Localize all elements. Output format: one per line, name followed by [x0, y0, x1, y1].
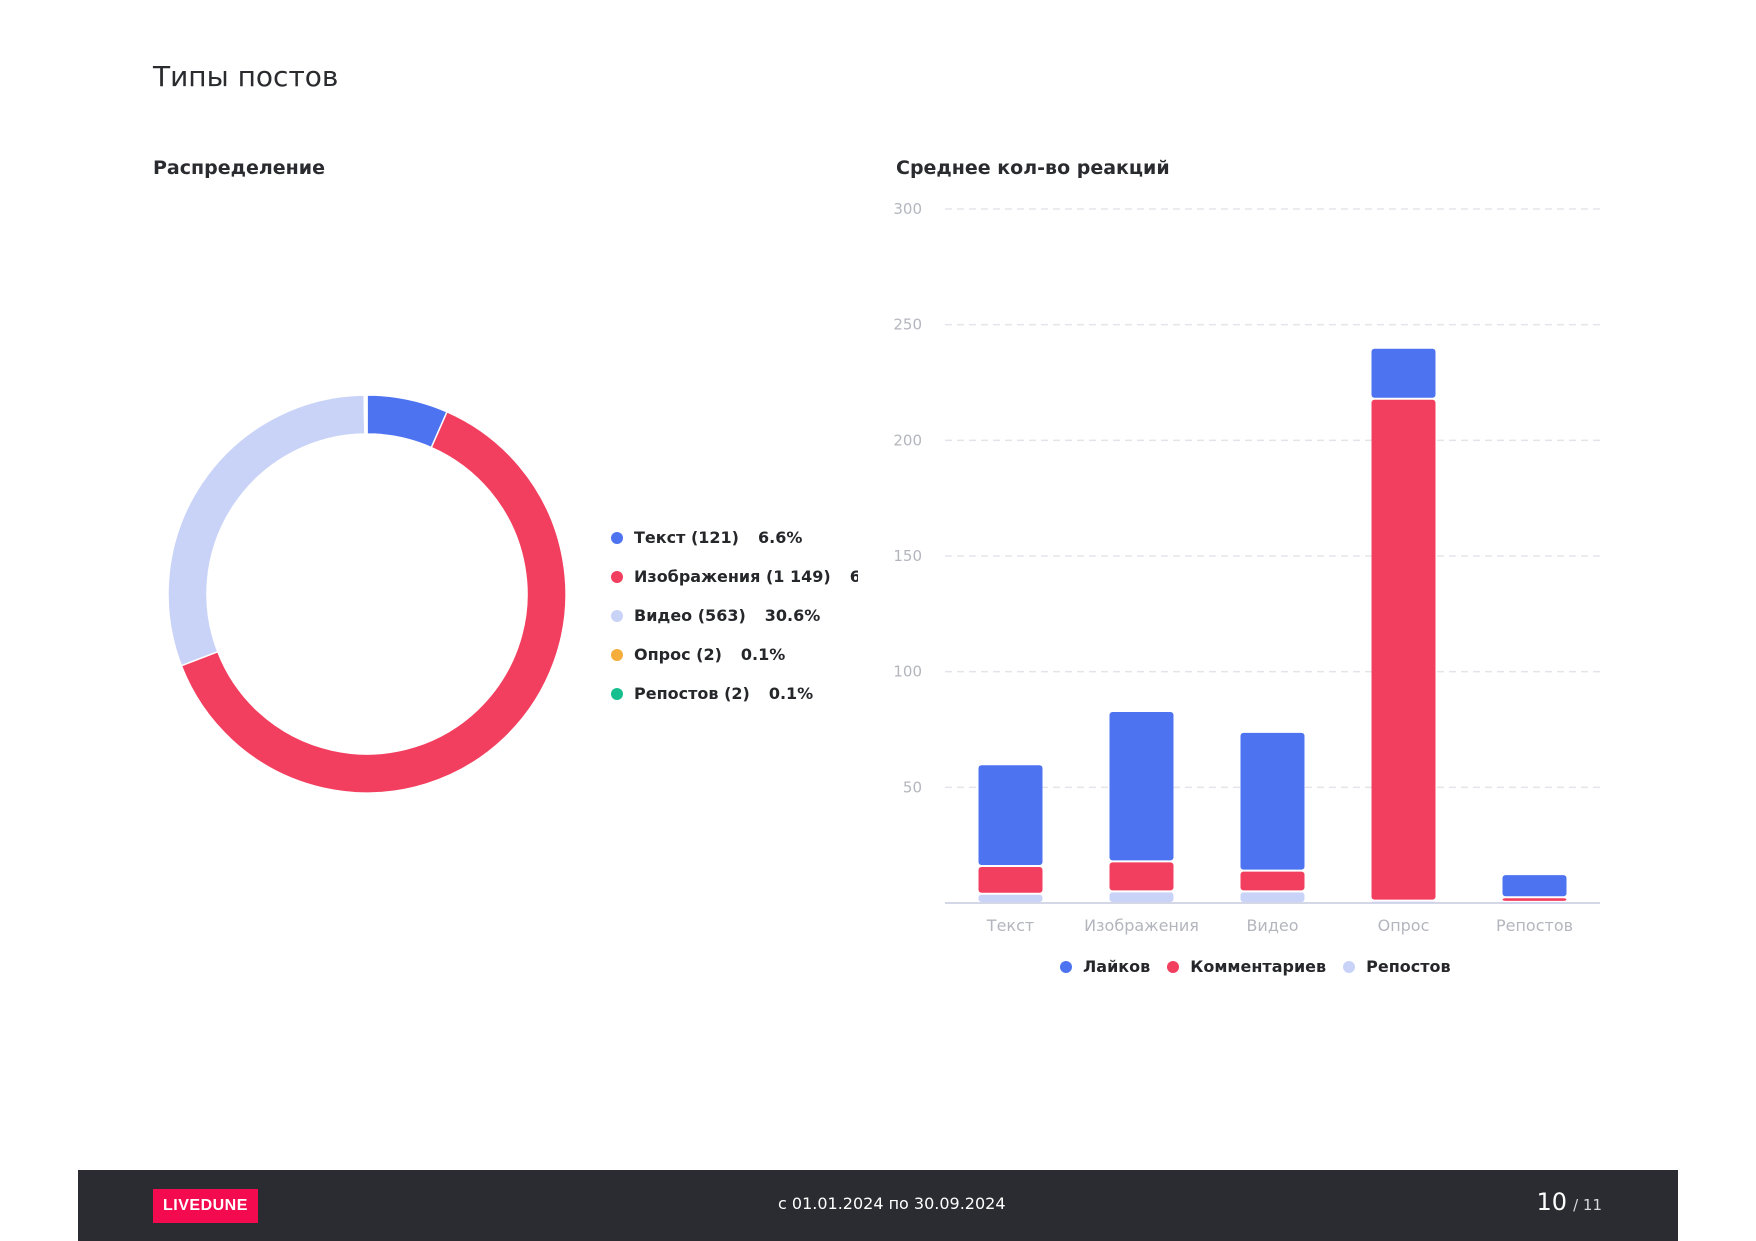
y-tick-label: 50	[903, 778, 922, 796]
legend-dot	[611, 609, 623, 622]
legend-label: Лайков	[1083, 957, 1151, 976]
y-tick-label: 100	[893, 663, 922, 681]
legend-item-reposts: Репостов (2) 0.1%	[611, 674, 858, 713]
donut-chart	[167, 394, 567, 794]
bar-legend-item-likes: Лайков	[1060, 957, 1150, 976]
x-tick-label: Изображения	[1084, 916, 1199, 935]
bar-segment-Репостов-Лайков	[1502, 875, 1567, 897]
bar-segment-Изображения-Комментариев	[1109, 862, 1174, 891]
y-tick-label: 250	[893, 316, 922, 334]
y-tick-label: 150	[893, 547, 922, 565]
legend-dot	[1167, 960, 1180, 973]
legend-percent: 6.6%	[757, 528, 803, 547]
legend-item-images: Изображения (1 149) 62.5%	[611, 557, 858, 596]
donut-slice-4	[364, 394, 368, 435]
legend-item-text: Текст (121) 6.6%	[611, 518, 858, 557]
bar-segment-Текст-Репостов	[978, 894, 1043, 902]
bar-segment-Текст-Лайков	[978, 765, 1043, 865]
legend-item-video: Видео (563) 30.6%	[611, 596, 858, 635]
footer: LIVEDUNE с 01.01.2024 по 30.09.2024 10 /…	[78, 1170, 1678, 1241]
legend-dot	[611, 531, 623, 544]
page-title: Типы постов	[153, 60, 339, 93]
legend-dot	[611, 648, 623, 661]
bar-segment-Текст-Комментариев	[978, 866, 1043, 893]
legend-label: Изображения (1 149)	[634, 567, 831, 586]
legend-label: Видео (563)	[634, 606, 746, 625]
x-tick-label: Репостов	[1496, 916, 1573, 935]
legend-label: Репостов	[1366, 957, 1451, 976]
bar-segment-Репостов-Репостов	[1502, 902, 1567, 904]
bar-segment-Изображения-Лайков	[1109, 711, 1174, 861]
legend-percent: 0.1%	[740, 645, 786, 664]
legend-dot	[1060, 960, 1072, 973]
bar-segment-Видео-Лайков	[1240, 732, 1305, 870]
distribution-title: Распределение	[153, 157, 325, 179]
page-total: / 11	[1573, 1196, 1602, 1214]
bar-segment-Опрос-Репостов	[1371, 901, 1436, 903]
legend-label: Репостов (2)	[634, 684, 750, 703]
legend-label: Текст (121)	[634, 528, 739, 547]
page-current: 10	[1536, 1188, 1568, 1216]
bar-segment-Видео-Репостов	[1240, 892, 1305, 902]
bar-segment-Видео-Комментариев	[1240, 871, 1305, 891]
x-tick-label: Видео	[1246, 916, 1298, 935]
donut-legend: Текст (121) 6.6% Изображения (1 149) 62.…	[611, 518, 858, 713]
x-tick-label: Текст	[986, 916, 1034, 935]
legend-dot	[611, 687, 623, 700]
legend-label: Комментариев	[1190, 957, 1327, 976]
page-number: 10 / 11	[1537, 1188, 1602, 1216]
legend-dot	[611, 570, 623, 583]
legend-percent: 30.6%	[764, 606, 821, 625]
donut-slice-1	[180, 410, 567, 794]
legend-label: Опрос (2)	[634, 645, 722, 664]
bar-segment-Опрос-Комментариев	[1371, 399, 1436, 900]
livedune-logo: LIVEDUNE	[153, 1189, 258, 1223]
y-tick-label: 200	[893, 431, 922, 449]
x-tick-label: Опрос	[1378, 916, 1430, 935]
y-tick-label: 300	[893, 200, 922, 218]
date-range: с 01.01.2024 по 30.09.2024	[778, 1194, 1006, 1213]
legend-percent: 62.5%	[849, 567, 858, 586]
bar-segment-Изображения-Репостов	[1109, 892, 1174, 902]
bar-segment-Опрос-Лайков	[1371, 348, 1436, 398]
legend-dot	[1343, 960, 1356, 973]
legend-percent: 0.1%	[768, 684, 814, 703]
bar-legend-item-reposts: Репостов	[1343, 957, 1451, 976]
bar-legend: Лайков Комментариев Репостов	[1060, 957, 1468, 976]
bar-segment-Репостов-Комментариев	[1502, 898, 1567, 901]
bar-legend-item-comments: Комментариев	[1167, 957, 1326, 976]
legend-item-poll: Опрос (2) 0.1%	[611, 635, 858, 674]
stacked-bar-chart: 50 100 150 200 250 300 Текст Изображения Видео Оп…	[893, 200, 1600, 935]
reactions-title: Среднее кол-во реакций	[896, 157, 1170, 179]
